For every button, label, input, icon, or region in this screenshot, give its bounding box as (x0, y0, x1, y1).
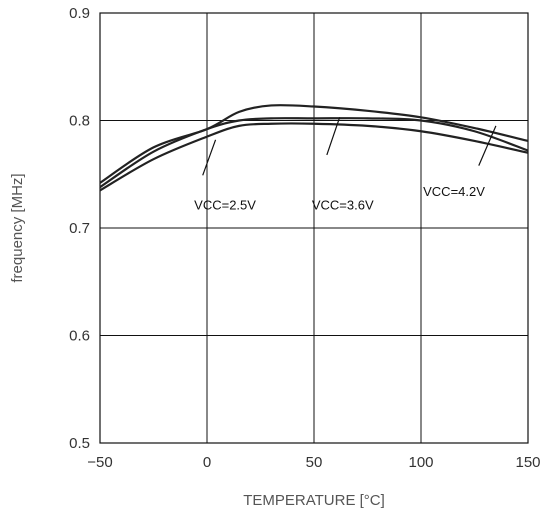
y-tick-label: 0.5 (69, 435, 90, 452)
series-annotations: VCC=2.5V VCC=3.6V VCC=4.2V (194, 117, 497, 213)
y-tick-label: 0.8 (69, 113, 90, 130)
annotation-leader-line (326, 117, 341, 156)
y-tick-label: 0.9 (69, 5, 90, 22)
x-tick-label: −50 (87, 454, 112, 471)
y-axis-title: frequency [MHz] (9, 173, 26, 282)
y-tick-label: 0.7 (69, 220, 90, 237)
x-tick-label: 150 (515, 454, 540, 471)
tick-labels: −50 0 50 100 150 0.5 0.6 0.7 0.8 0.9 (69, 5, 540, 471)
series-curves (99, 104, 529, 192)
y-tick-label: 0.6 (69, 328, 90, 345)
annotation-label: VCC=4.2V (423, 184, 485, 199)
x-tick-label: 100 (408, 454, 433, 471)
x-tick-label: 50 (306, 454, 323, 471)
series-line (99, 117, 529, 189)
annotation-leader-line (202, 139, 217, 176)
series-line (99, 104, 529, 184)
annotation-label: VCC=2.5V (194, 198, 256, 213)
x-tick-label: 0 (203, 454, 211, 471)
grid-lines (100, 13, 528, 443)
annotation-label: VCC=3.6V (312, 198, 374, 213)
x-axis-title: TEMPERATURE [°C] (243, 492, 385, 509)
series-line (99, 122, 529, 192)
plot-frame (99, 12, 529, 444)
annotation-leader-line (478, 125, 497, 166)
